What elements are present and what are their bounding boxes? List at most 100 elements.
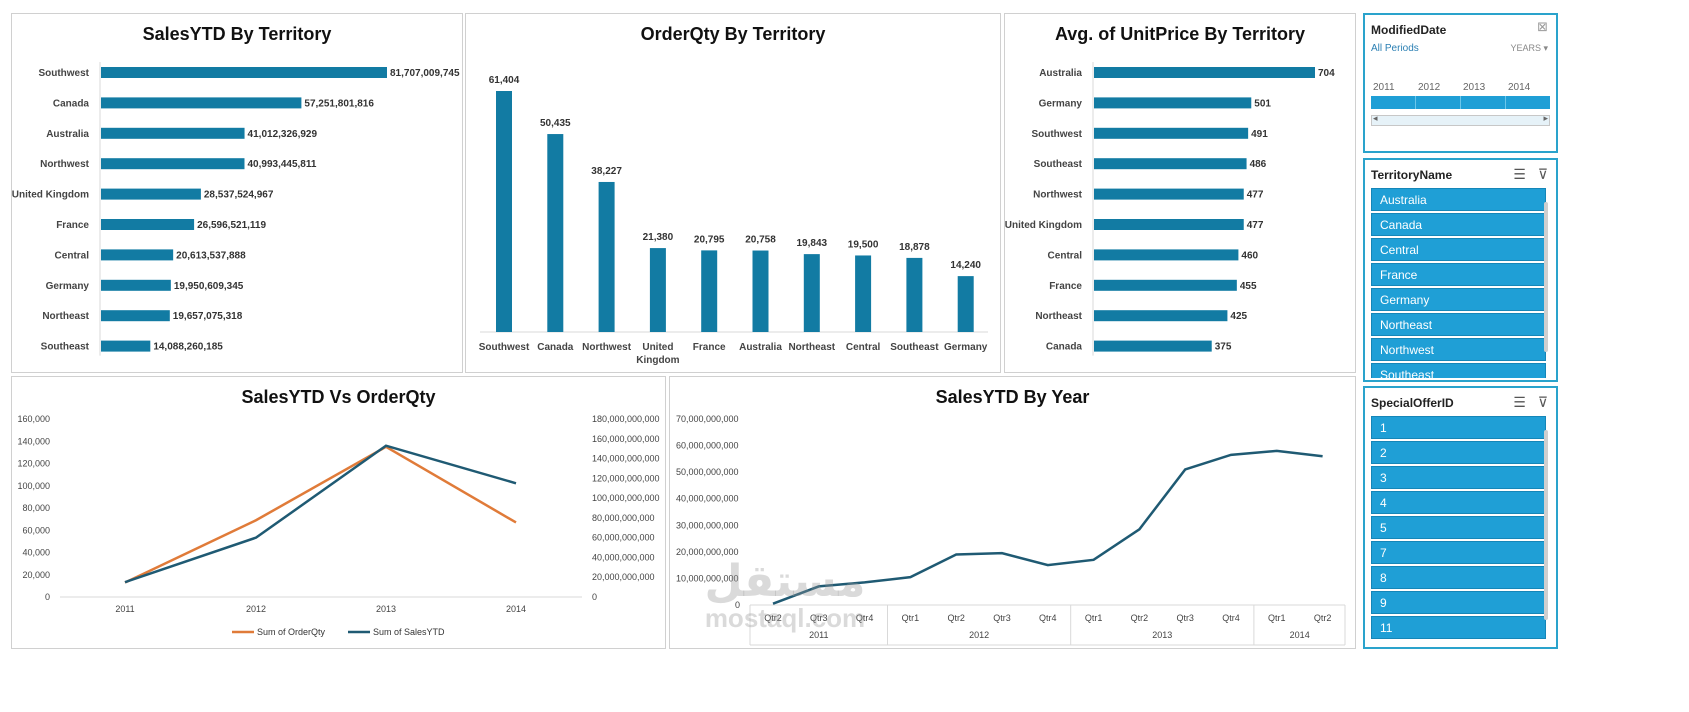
slicer-item[interactable]: 3 (1371, 466, 1546, 489)
modifieddate-timeline-slicer[interactable]: ModifiedDate ⊠ All Periods YEARS ▾ 2011 … (1363, 13, 1558, 153)
slicer-title: ModifiedDate (1371, 23, 1447, 37)
data-label: 50,435 (540, 118, 571, 129)
bar (1094, 158, 1247, 170)
year-tick-label: 2012 (969, 630, 989, 640)
category-label: Central (55, 250, 90, 261)
slicer-item[interactable]: Australia (1371, 188, 1546, 211)
specialofferid-slicer[interactable]: SpecialOfferID ☰ ⊽ 1 2 3 4 5 7 8 9 11 (1363, 386, 1558, 649)
time-level-dropdown[interactable]: YEARS ▾ (1510, 43, 1548, 54)
category-label: France (693, 342, 726, 353)
column (855, 255, 872, 332)
quarter-tick-label: Qtr3 (993, 613, 1011, 623)
timeline-scrollbar[interactable]: ◂ ▸ (1371, 113, 1550, 126)
territoryname-slicer[interactable]: TerritoryName ☰ ⊽ Australia Canada Central… (1363, 158, 1558, 382)
x-tick-label: 2013 (376, 604, 396, 614)
y-right-tick-label: 80,000,000,000 (592, 513, 655, 523)
quarter-tick-label: Qtr2 (1314, 613, 1332, 623)
slicer-item[interactable]: 1 (1371, 416, 1546, 439)
y-tick-label: 50,000,000,000 (676, 467, 739, 477)
slicer-item[interactable]: 8 (1371, 566, 1546, 589)
data-label: 375 (1215, 342, 1232, 353)
clear-filter-icon[interactable]: ⊽ (1537, 166, 1548, 182)
slicer-item[interactable]: France (1371, 263, 1546, 286)
slicer-item[interactable]: Canada (1371, 213, 1546, 236)
slicer-scrollbar[interactable] (1544, 202, 1548, 352)
all-periods-label: All Periods (1371, 43, 1419, 54)
year-tick-label: 2014 (1290, 630, 1310, 640)
bar (1094, 340, 1212, 352)
category-label: France (1049, 281, 1082, 292)
bar (101, 310, 170, 322)
data-label: 81,707,009,745 (390, 68, 460, 79)
category-label: Southwest (479, 342, 530, 353)
slicer-scrollbar[interactable] (1544, 430, 1548, 620)
multi-select-icon[interactable]: ☰ (1513, 166, 1526, 182)
column (803, 254, 820, 332)
scroll-left-icon[interactable]: ◂ (1373, 113, 1378, 123)
clear-filter-icon[interactable]: ⊽ (1537, 394, 1548, 410)
y-left-tick-label: 100,000 (17, 481, 50, 491)
y-left-tick-label: 40,000 (22, 548, 50, 558)
category-label: Canada (1046, 342, 1083, 353)
data-label: 486 (1250, 159, 1267, 170)
bar (101, 127, 245, 139)
bar (1094, 310, 1228, 322)
slicer-item-list: 1 2 3 4 5 7 8 9 11 (1365, 414, 1556, 645)
slicer-item[interactable]: 4 (1371, 491, 1546, 514)
category-label: Germany (944, 342, 988, 353)
slicer-item[interactable]: Northwest (1371, 338, 1546, 361)
slicer-item[interactable]: Germany (1371, 288, 1546, 311)
data-label: 704 (1318, 68, 1335, 79)
slicer-item[interactable]: 9 (1371, 591, 1546, 614)
quarter-tick-label: Qtr4 (1222, 613, 1240, 623)
quarter-tick-label: Qtr4 (1039, 613, 1057, 623)
slicer-item[interactable]: 5 (1371, 516, 1546, 539)
category-label: Southwest (38, 68, 89, 79)
timeline-bar[interactable] (1371, 96, 1550, 109)
category-label: Northeast (42, 311, 89, 322)
data-label: 19,500 (848, 239, 879, 250)
timeline-year: 2012 (1418, 82, 1441, 93)
bar (101, 97, 302, 109)
year-tick-label: 2011 (809, 630, 828, 640)
slicer-item[interactable]: Central (1371, 238, 1546, 261)
bar (101, 340, 151, 352)
slicer-item[interactable]: 7 (1371, 541, 1546, 564)
data-label: 460 (1241, 250, 1258, 261)
y-left-tick-label: 120,000 (17, 459, 50, 469)
bar (101, 67, 387, 78)
y-tick-label: 20,000,000,000 (676, 547, 739, 557)
bar (1094, 219, 1244, 230)
y-right-tick-label: 60,000,000,000 (592, 533, 655, 543)
clear-filter-icon[interactable]: ⊠ (1537, 19, 1548, 34)
line-chart-svg: 0 20,000 40,000 60,000 80,000 100,000 120,000 1… (17, 414, 660, 637)
y-right-tick-label: 100,000,000,000 (592, 493, 660, 503)
slicer-item[interactable]: Southeast (1371, 363, 1546, 378)
scroll-right-icon[interactable]: ▸ (1543, 113, 1548, 123)
data-label: 491 (1251, 129, 1268, 140)
y-right-tick-label: 180,000,000,000 (592, 414, 660, 424)
x-tick-label: 2012 (246, 604, 266, 614)
column (649, 248, 666, 332)
slicer-item[interactable]: 11 (1371, 616, 1546, 639)
data-label: 425 (1230, 311, 1247, 322)
data-label: 19,657,075,318 (173, 311, 243, 322)
y-tick-label: 30,000,000,000 (676, 520, 739, 530)
bar (1094, 97, 1252, 109)
multi-select-icon[interactable]: ☰ (1513, 394, 1526, 410)
category-label: Southeast (41, 342, 90, 353)
category-label: Southeast (890, 342, 939, 353)
legend-label: Sum of SalesYTD (373, 627, 445, 637)
slicer-item[interactable]: 2 (1371, 441, 1546, 464)
column (906, 257, 923, 332)
category-label: Central (846, 342, 881, 353)
category-label: Germany (46, 281, 90, 292)
data-label: 20,795 (694, 234, 725, 245)
slicer-item[interactable]: Northeast (1371, 313, 1546, 336)
quarter-tick-label: Qtr3 (810, 613, 828, 623)
slicer-tools: ☰ ⊽ (1513, 394, 1548, 411)
data-label: 20,758 (745, 235, 776, 246)
data-label: 19,950,609,345 (174, 281, 244, 292)
y-tick-label: 40,000,000,000 (676, 494, 739, 504)
quarter-tick-label: Qtr3 (1176, 613, 1194, 623)
